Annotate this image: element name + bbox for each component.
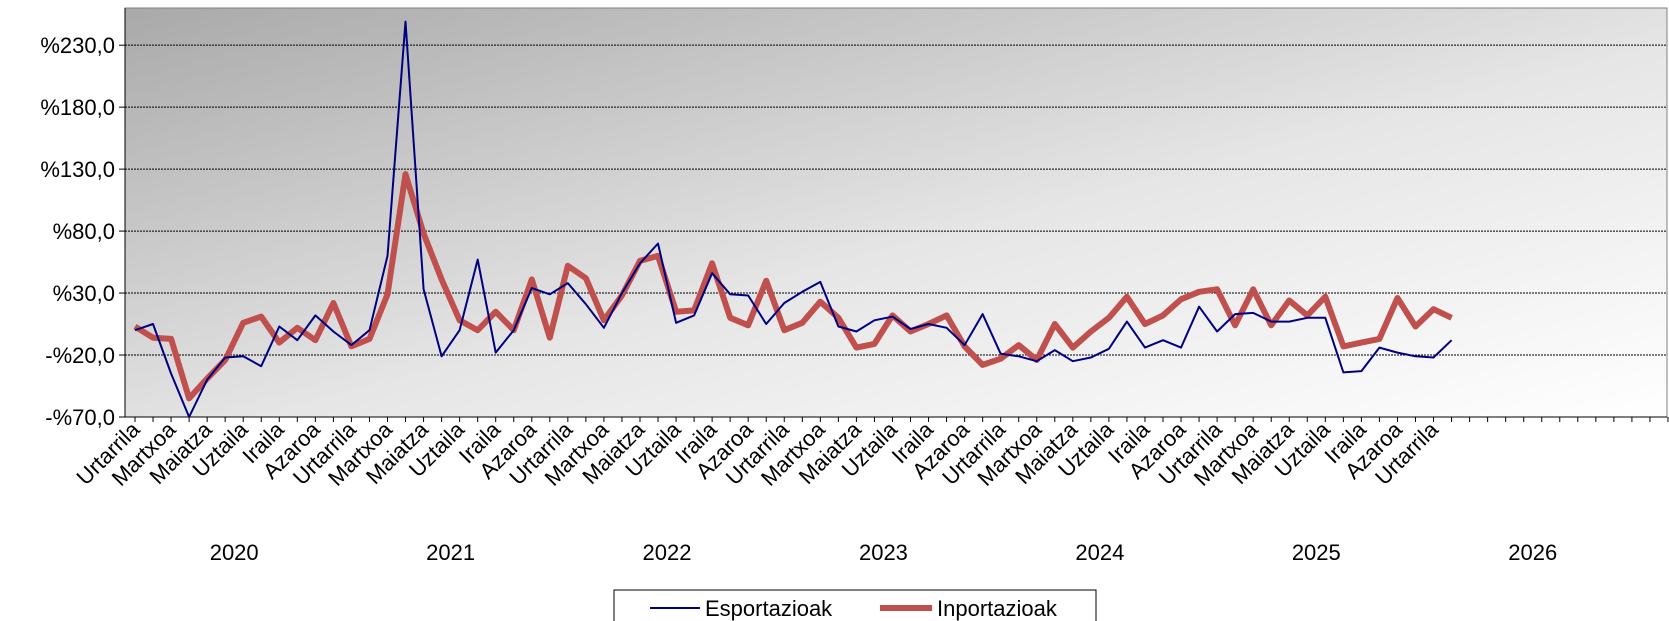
y-tick-label: %130,0 <box>40 157 115 182</box>
y-axis: -%70,0 -%20,0 %30,0 %80,0 %130,0 %180,0 %230,0 <box>40 8 126 430</box>
y-tick-label: %80,0 <box>53 219 115 244</box>
x-axis: UrtarrilaMartxoaMaiatzaUztailaIrailaAzar… <box>72 416 1669 491</box>
series-lines <box>133 20 1453 418</box>
plot-area <box>124 7 1668 418</box>
y-tick-label: -%20,0 <box>45 343 115 368</box>
y-tick-label: %180,0 <box>40 95 115 120</box>
year-label: 2021 <box>426 540 475 565</box>
series-line-inportazioak <box>133 171 1453 402</box>
legend-label-esportazioak: Esportazioak <box>705 596 833 621</box>
y-tick-label: %230,0 <box>40 33 115 58</box>
legend-box <box>613 589 1097 621</box>
year-label: 2022 <box>643 540 692 565</box>
year-label: 2024 <box>1075 540 1124 565</box>
legend-label-inportazioak: Inportazioak <box>937 596 1058 621</box>
y-tick-label: %30,0 <box>53 281 115 306</box>
legend: Esportazioak Inportazioak <box>613 589 1097 621</box>
year-labels: 2020 2021 2022 2023 2024 2025 2026 <box>210 540 1557 565</box>
series-line-esportazioak <box>134 20 1453 418</box>
y-tick-label: -%70,0 <box>45 405 115 430</box>
year-label: 2025 <box>1292 540 1341 565</box>
year-label: 2023 <box>859 540 908 565</box>
year-label: 2020 <box>210 540 259 565</box>
year-label: 2026 <box>1508 540 1557 565</box>
